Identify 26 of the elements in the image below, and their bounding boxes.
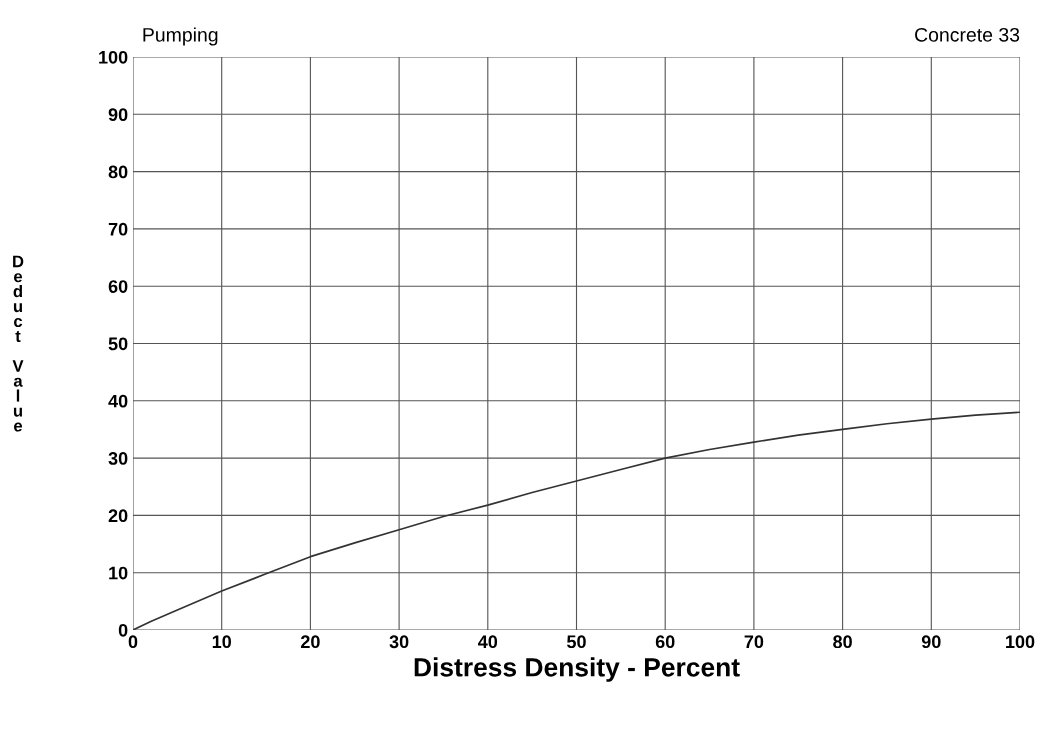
y-tick-label: 0 — [118, 623, 128, 637]
chart-subtitle: Concrete 33 — [915, 27, 1020, 42]
y-tick-label: 50 — [108, 337, 128, 351]
x-tick-label: 20 — [300, 635, 320, 649]
chart-title: Pumping — [143, 27, 218, 46]
y-tick-label: 10 — [109, 566, 128, 580]
x-tick-label: 80 — [833, 635, 852, 649]
x-tick-label: 50 — [567, 635, 586, 649]
text: Deduct Value — [12, 255, 24, 432]
x-tick-label: 0 — [128, 635, 138, 649]
x-tick-label: 10 — [212, 635, 231, 649]
y-tick-label: 40 — [108, 394, 128, 408]
x-tick-label: 100 — [1006, 635, 1035, 649]
x-tick-label: 30 — [389, 635, 409, 649]
y-tick-label: 30 — [108, 452, 128, 465]
y-tick-label: 60 — [108, 280, 128, 293]
x-tick-label: 40 — [478, 635, 498, 649]
y-tick-label: 70 — [108, 222, 128, 236]
x-axis-title: Distress Density - Percent — [414, 657, 740, 682]
x-tick-label: 60 — [655, 635, 675, 649]
y-tick-label: 100 — [99, 50, 128, 64]
y-tick-label: 20 — [108, 509, 128, 523]
y-tick-label: 90 — [108, 108, 128, 122]
y-tick-label: 80 — [108, 165, 128, 179]
x-tick-label: 90 — [921, 635, 941, 649]
x-tick-label: 70 — [744, 635, 764, 649]
